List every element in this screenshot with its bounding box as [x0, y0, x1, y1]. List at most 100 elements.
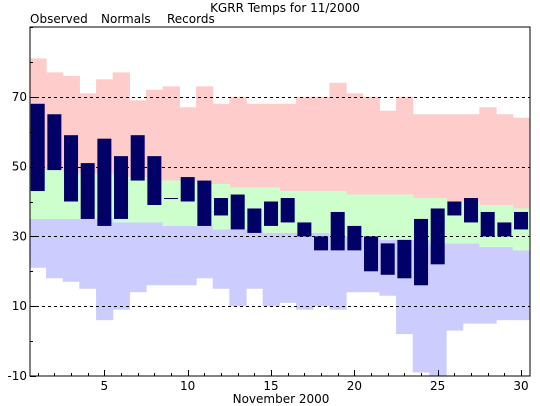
observed-bar: [64, 135, 79, 202]
normal-band-bar: [312, 191, 330, 233]
observed-layer: [30, 103, 529, 286]
record-low-bar: [162, 225, 180, 286]
observed-bar: [497, 222, 512, 237]
observed-bar: [314, 236, 329, 251]
observed-bar: [180, 177, 195, 202]
record-low-bar: [479, 246, 497, 324]
legend-observed: Observed: [30, 12, 88, 26]
normal-band-bar: [129, 177, 147, 223]
record-low-bar: [46, 218, 64, 279]
record-low-bar: [312, 232, 330, 307]
record-low-bar: [196, 225, 214, 279]
record-high-bar: [212, 103, 230, 185]
y-tick-label: 10: [12, 299, 27, 313]
observed-bar: [297, 222, 312, 237]
observed-bar: [147, 156, 162, 205]
x-tick-label: 30: [513, 379, 528, 393]
record-high-bar: [329, 82, 347, 192]
normal-band-bar: [162, 180, 180, 226]
ticks-layer: -10 10 30 50 70 5 10 15 20 25 30: [7, 27, 529, 393]
record-low-bar: [129, 222, 147, 293]
observed-bar: [364, 236, 379, 272]
record-low-bar: [212, 229, 230, 289]
record-low-bar: [96, 218, 114, 321]
observed-bar: [347, 225, 362, 251]
plot-frame: [29, 26, 531, 377]
record-high-bar: [496, 114, 514, 205]
x-axis-label: November 2000: [233, 392, 330, 406]
x-tick-label: 10: [180, 379, 195, 393]
observed-bar: [130, 135, 145, 181]
record-high-bar: [379, 110, 397, 195]
observed-bar: [464, 198, 479, 223]
record-low-bar: [446, 243, 464, 331]
record-high-bar: [412, 114, 430, 199]
x-tick-label: 5: [101, 379, 109, 393]
record-low-bar: [462, 243, 480, 324]
observed-bar: [214, 198, 229, 216]
x-tick-label: 20: [347, 379, 362, 393]
record-high-bar: [396, 96, 414, 195]
record-high-bar: [429, 114, 447, 199]
observed-bar: [264, 201, 279, 226]
observed-bar: [197, 180, 212, 226]
y-tick-label: -10: [7, 369, 27, 383]
record-high-bar: [512, 117, 530, 209]
y-tick-label: 50: [12, 160, 27, 174]
record-low-bar: [29, 218, 47, 268]
record-low-bar: [112, 222, 130, 310]
record-low-bar: [179, 225, 197, 286]
observed-bar: [514, 211, 529, 230]
record-high-bar: [246, 103, 264, 188]
record-high-bar: [479, 107, 497, 205]
observed-bar: [480, 211, 495, 237]
normal-band-bar: [362, 194, 380, 237]
observed-bar: [447, 201, 462, 216]
legend-records: Records: [167, 12, 215, 26]
observed-bar: [97, 138, 112, 226]
y-tick-label: 30: [12, 229, 27, 243]
record-low-bar: [246, 229, 264, 289]
x-tick-label: 25: [430, 379, 445, 393]
record-high-bar: [162, 86, 180, 181]
record-high-bar: [262, 103, 280, 188]
observed-bar: [114, 156, 129, 219]
grid-layer: [30, 97, 530, 307]
observed-bar: [47, 114, 62, 171]
record-high-bar: [462, 114, 480, 202]
normal-band-bar: [46, 170, 64, 219]
record-high-bar: [179, 107, 197, 181]
observed-bar: [430, 208, 445, 265]
observed-bar: [164, 198, 179, 200]
record-high-bar: [312, 96, 330, 192]
record-low-bar: [279, 232, 297, 303]
y-tick-label: 70: [12, 90, 27, 104]
record-low-bar: [296, 232, 314, 310]
record-high-bar: [446, 114, 464, 202]
record-low-bar: [79, 218, 97, 289]
observed-bar: [247, 208, 262, 233]
observed-bar: [80, 163, 95, 219]
record-high-bar: [79, 93, 97, 174]
record-high-bar: [346, 93, 364, 195]
observed-bar: [30, 103, 45, 192]
normal-band-bar: [379, 194, 397, 240]
observed-bar: [280, 198, 295, 223]
record-high-bar: [229, 96, 247, 188]
record-high-bar: [296, 96, 314, 192]
record-low-bar: [262, 232, 280, 307]
record-low-bar: [329, 236, 347, 310]
record-high-bar: [279, 103, 297, 192]
observed-bar: [397, 239, 412, 279]
record-low-bar: [429, 243, 447, 376]
record-low-bar: [146, 222, 164, 286]
record-high-bar: [196, 86, 214, 185]
record-low-bar: [496, 246, 514, 321]
chart-title: KGRR Temps for 11/2000: [210, 1, 360, 15]
observed-bar: [414, 218, 429, 286]
record-low-bar: [62, 218, 80, 282]
observed-bar: [380, 243, 395, 275]
x-tick-label: 15: [263, 379, 278, 393]
record-low-bar: [512, 250, 530, 321]
